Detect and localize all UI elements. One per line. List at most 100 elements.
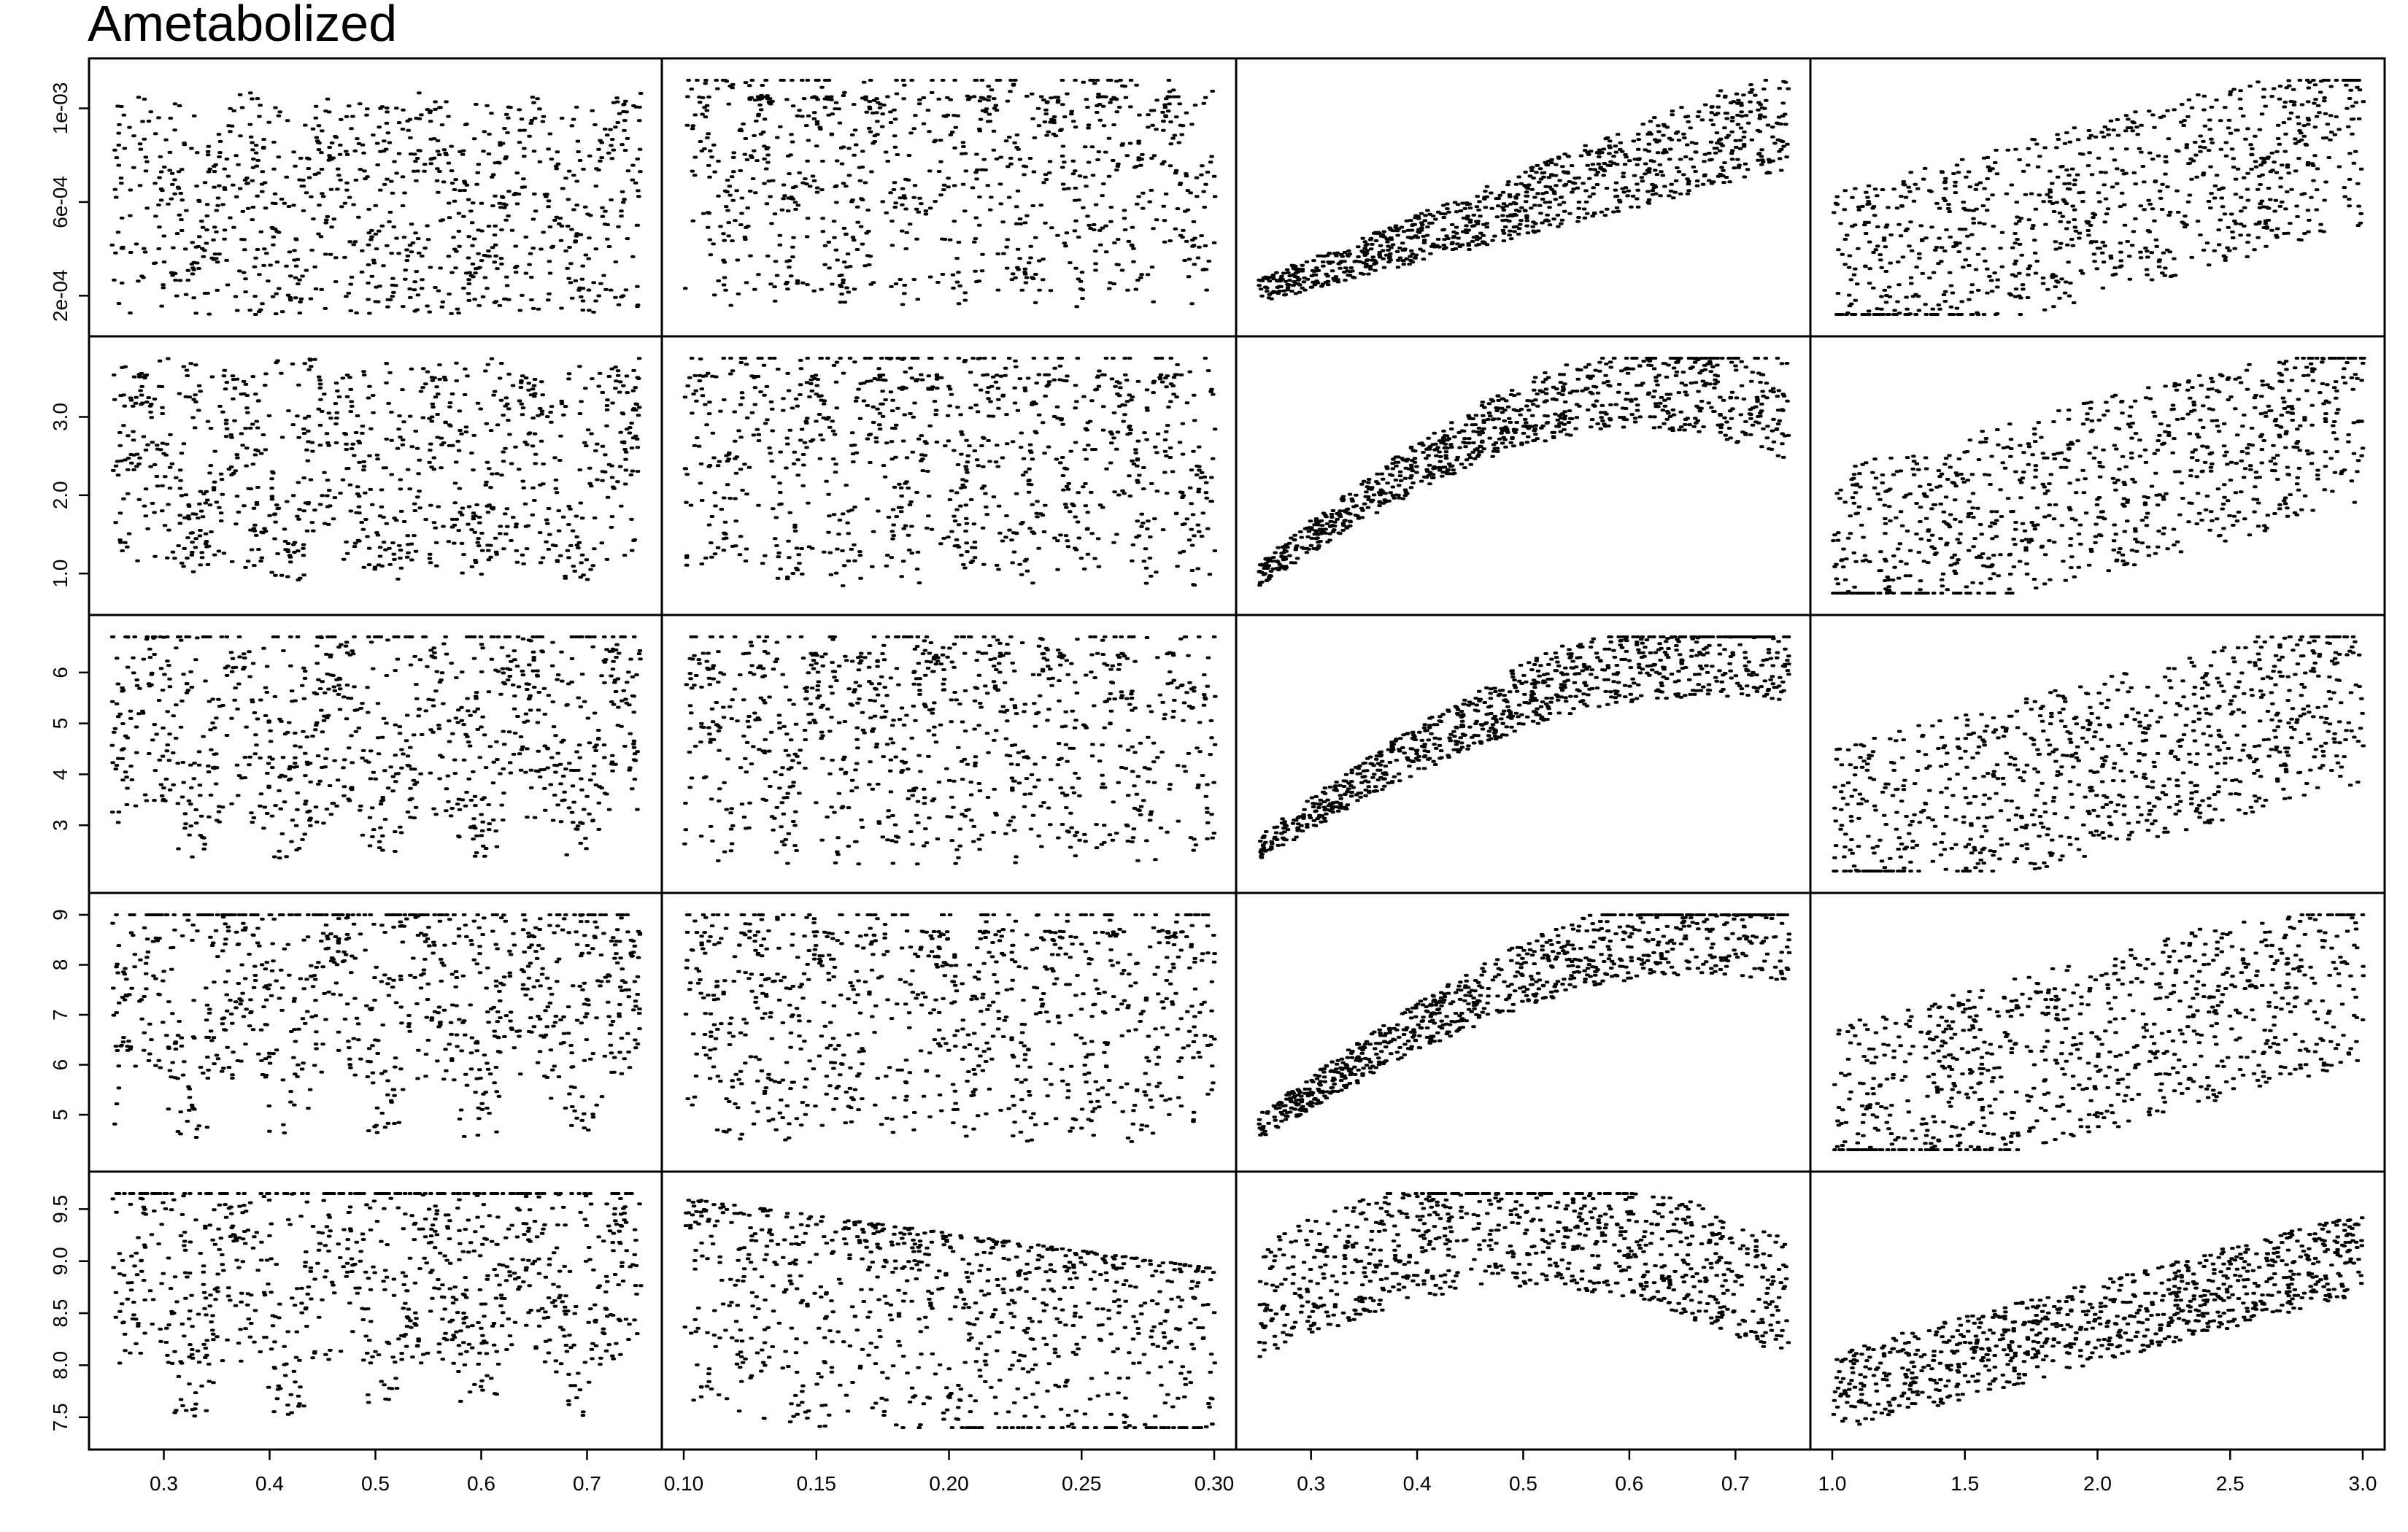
panel-points-r2-c3 [1257, 357, 1791, 587]
data-points [1257, 913, 1792, 1137]
x-tick-label: 0.30 [1195, 1472, 1235, 1495]
data-points [111, 357, 642, 581]
x-tick-label: 2.0 [2083, 1472, 2112, 1495]
x-tick-label: 0.5 [361, 1472, 390, 1495]
y-tick-label: 5 [49, 718, 72, 730]
x-tick-label: 0.7 [1721, 1472, 1750, 1495]
data-points [1257, 79, 1791, 301]
panel-frame-r1-c4 [1809, 57, 2386, 338]
data-points [682, 79, 1218, 309]
x-tick-label: 0.3 [150, 1472, 178, 1495]
x-tick-label: 0.4 [255, 1472, 284, 1495]
y-tick-label: 3 [49, 819, 72, 831]
data-points [110, 1192, 644, 1417]
data-points [1832, 635, 2366, 873]
data-points [1258, 635, 1791, 859]
y-tick-label: 6 [49, 1059, 72, 1071]
x-tick-label: 1.0 [1818, 1472, 1847, 1495]
y-tick-label: 2.0 [49, 481, 72, 509]
panel-frame-r5-c4 [1809, 1170, 2386, 1451]
panel-frame-r2-c2 [660, 335, 1238, 616]
data-points [1831, 1216, 2365, 1426]
panel-frame-r4-c4 [1809, 891, 2386, 1173]
x-tick-label: 0.25 [1062, 1472, 1102, 1495]
x-tick-label: 2.5 [2216, 1472, 2245, 1495]
y-tick-label: 7 [49, 1009, 72, 1021]
data-points [683, 913, 1217, 1143]
panel-frame-r2-c4 [1809, 335, 2386, 616]
y-tick-label: 1.0 [49, 560, 72, 588]
data-points [109, 635, 643, 860]
x-tick-label: 0.7 [573, 1472, 601, 1495]
panel-points-r1-c3 [1257, 79, 1791, 301]
x-tick-label: 0.3 [1297, 1472, 1325, 1495]
panel-frame-r4-c1 [88, 891, 663, 1173]
axes-layer: 0.3 0.4 0.5 0.6 0.7 0.10 0.15 0.20 0.25 0.30 0.3 0.… [49, 82, 2377, 1495]
data-points [1257, 1192, 1791, 1358]
panel-points-r3-c1 [109, 635, 643, 860]
panel-frame-r2-c1 [88, 335, 663, 616]
panel-points-r5-c3 [1257, 1192, 1791, 1358]
panel-points-r4-c1 [110, 913, 643, 1139]
panel-points-r1-c1 [109, 91, 644, 316]
x-tick-label: 0.10 [664, 1472, 704, 1495]
data-points [682, 635, 1218, 866]
y-tick-label: 3.0 [49, 403, 72, 431]
y-tick-label: 8 [49, 959, 72, 971]
panel-points-r2-c2 [682, 357, 1218, 587]
panel-points-r5-c2 [682, 1199, 1217, 1429]
x-tick-label: 0.20 [929, 1472, 969, 1495]
x-tick-label: 0.6 [1615, 1472, 1643, 1495]
data-points [682, 357, 1218, 587]
panel-points-r4-c3 [1257, 913, 1792, 1137]
x-tick-label: 0.4 [1403, 1472, 1432, 1495]
y-tick-label: 9.5 [49, 1195, 72, 1223]
y-tick-label: 2e-04 [49, 270, 72, 322]
panel-points-r4-c2 [683, 913, 1217, 1143]
data-points [109, 91, 644, 316]
y-tick-label: 7.5 [49, 1403, 72, 1431]
panel-frame-r3-c3 [1235, 614, 1812, 894]
data-points [682, 1199, 1217, 1429]
panel-points-r3-c2 [682, 635, 1218, 866]
panel-points-r1-c2 [682, 79, 1218, 309]
data-points [1832, 913, 2366, 1151]
data-points [1257, 357, 1791, 587]
panel-points-r4-c4 [1832, 913, 2366, 1151]
panel-points-r5-c4 [1831, 1216, 2365, 1426]
chart-title: Ametabolized [88, 0, 398, 52]
panel-frame-r1-c3 [1235, 57, 1812, 338]
y-tick-label: 5 [49, 1109, 72, 1121]
y-tick-label: 8.5 [49, 1299, 72, 1328]
panel-points-r5-c1 [110, 1192, 644, 1417]
x-tick-label: 0.15 [797, 1472, 837, 1495]
panel-frame-r5-c1 [88, 1170, 663, 1451]
data-points [1831, 357, 2366, 595]
data-points [110, 913, 643, 1139]
y-tick-label: 6e-04 [49, 176, 72, 228]
panel-frame-r4-c2 [660, 891, 1238, 1173]
panel-frame-r4-c3 [1235, 891, 1812, 1173]
data-points [1832, 79, 2366, 316]
y-tick-label: 9.0 [49, 1247, 72, 1275]
x-tick-label: 1.5 [1950, 1472, 1979, 1495]
points-layer [109, 79, 2366, 1429]
panel-frame-r5-c2 [660, 1170, 1238, 1451]
panel-points-r3-c4 [1832, 635, 2366, 873]
panel-frame-r3-c4 [1809, 614, 2386, 894]
y-tick-label: 4 [49, 769, 72, 781]
panel-points-r2-c4 [1831, 357, 2366, 595]
panel-points-r2-c1 [111, 357, 642, 581]
frames-layer [88, 57, 2386, 1451]
y-tick-label: 1e-03 [49, 82, 72, 135]
panel-points-r1-c4 [1832, 79, 2366, 316]
y-tick-label: 6 [49, 667, 72, 678]
x-tick-label: 0.6 [467, 1472, 495, 1495]
x-tick-label: 0.5 [1509, 1472, 1537, 1495]
y-tick-label: 9 [49, 909, 72, 921]
panel-frame-r2-c3 [1235, 335, 1812, 616]
panel-frame-r1-c1 [88, 57, 663, 338]
y-tick-label: 8.0 [49, 1351, 72, 1380]
panel-frame-r5-c3 [1235, 1170, 1812, 1451]
